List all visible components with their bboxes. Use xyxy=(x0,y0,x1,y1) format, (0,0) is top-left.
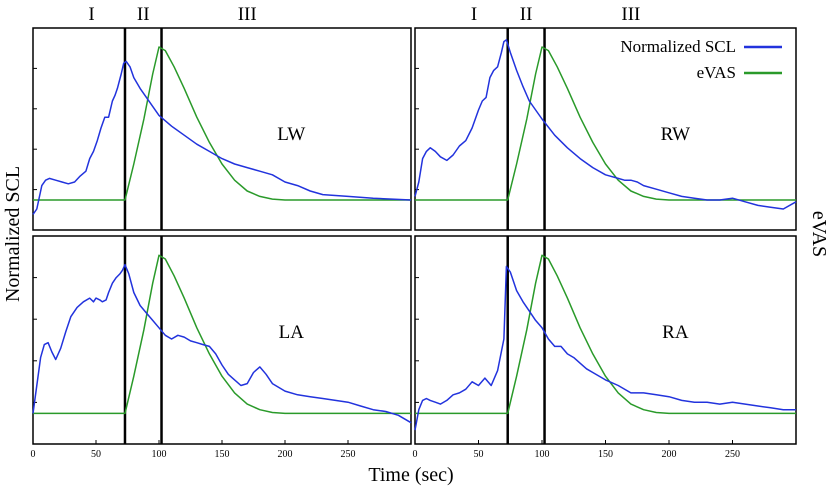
scl-line xyxy=(32,263,412,424)
panel-label: RW xyxy=(661,124,691,145)
x-tick-label: 200 xyxy=(662,449,677,460)
x-tick-label: 50 xyxy=(91,449,101,460)
x-tick-label: 0 xyxy=(413,449,418,460)
phase-label-i: I xyxy=(471,4,477,25)
x-tick-label: 100 xyxy=(152,449,167,460)
y-axis-label-right: eVAS xyxy=(808,211,829,257)
panel-label: LW xyxy=(277,124,305,145)
legend-label: eVAS xyxy=(697,63,736,82)
x-tick-label: 50 xyxy=(474,449,484,460)
phase-label-ii: II xyxy=(137,4,150,25)
panel-la: LA 0 50 100 150 200 250 xyxy=(31,235,412,460)
scl-line xyxy=(32,60,412,215)
panel-lw: LWI II III xyxy=(32,4,412,231)
evas-line xyxy=(33,46,411,201)
panel-label: LA xyxy=(279,322,305,343)
x-tick-label: 150 xyxy=(598,449,613,460)
panel-ra: RA 0 50 100 150 200 250 xyxy=(413,235,797,460)
phase-label-iii: III xyxy=(238,4,257,25)
scl-line xyxy=(414,39,797,210)
x-tick-label: 0 xyxy=(31,449,36,460)
panel-label: RA xyxy=(662,322,689,343)
x-tick-label: 250 xyxy=(725,449,740,460)
legend-label: Normalized SCL xyxy=(620,37,736,56)
x-tick-label: 150 xyxy=(215,449,230,460)
x-tick-label: 250 xyxy=(341,449,356,460)
phase-label-iii: III xyxy=(621,4,640,25)
phase-label-ii: II xyxy=(520,4,533,25)
evas-line xyxy=(415,46,796,201)
x-tick-label: 200 xyxy=(278,449,293,460)
evas-line xyxy=(415,254,796,415)
y-axis-label-left: Normalized SCL xyxy=(2,166,24,302)
scl-line xyxy=(414,265,796,431)
panel-frame xyxy=(414,27,797,231)
x-axis-label: Time (sec) xyxy=(368,464,453,486)
evas-line xyxy=(33,254,411,415)
x-tick-label: 100 xyxy=(535,449,550,460)
panel-frame xyxy=(32,27,412,231)
phase-label-i: I xyxy=(88,4,94,25)
